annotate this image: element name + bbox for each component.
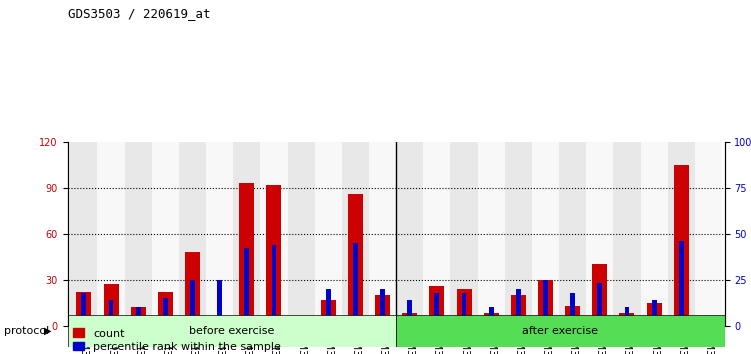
Bar bbox=[321, 299, 336, 326]
Bar bbox=[380, 289, 385, 326]
Bar bbox=[98, 142, 125, 326]
Bar bbox=[489, 307, 493, 326]
Bar bbox=[668, 142, 695, 326]
Bar bbox=[326, 289, 330, 326]
Bar bbox=[543, 280, 548, 326]
Bar bbox=[77, 292, 92, 326]
Bar bbox=[81, 292, 86, 326]
Bar bbox=[206, 142, 234, 326]
Text: ▶: ▶ bbox=[44, 326, 51, 336]
Bar bbox=[136, 307, 140, 326]
Bar bbox=[131, 307, 146, 326]
Bar bbox=[478, 142, 505, 326]
Bar bbox=[353, 243, 358, 326]
Legend: count, percentile rank within the sample: count, percentile rank within the sample bbox=[73, 329, 281, 352]
Bar bbox=[109, 300, 113, 326]
Text: after exercise: after exercise bbox=[523, 326, 599, 336]
Bar bbox=[516, 289, 520, 326]
Bar bbox=[299, 320, 303, 326]
Bar bbox=[674, 165, 689, 326]
Bar bbox=[190, 280, 195, 326]
Bar bbox=[369, 142, 397, 326]
Bar bbox=[288, 142, 315, 326]
Bar bbox=[272, 245, 276, 326]
Bar bbox=[695, 142, 722, 326]
Bar bbox=[294, 322, 309, 326]
Bar bbox=[179, 142, 206, 326]
Text: GDS3503 / 220619_at: GDS3503 / 220619_at bbox=[68, 7, 210, 20]
Bar bbox=[397, 142, 424, 326]
Text: protocol: protocol bbox=[4, 326, 49, 336]
Bar bbox=[104, 284, 119, 326]
Bar bbox=[152, 142, 179, 326]
Bar bbox=[403, 313, 418, 326]
Bar bbox=[641, 142, 668, 326]
Bar bbox=[538, 280, 553, 326]
Bar bbox=[424, 142, 451, 326]
Bar bbox=[597, 283, 602, 326]
Bar bbox=[532, 142, 559, 326]
Bar bbox=[593, 264, 608, 326]
Bar bbox=[71, 142, 98, 326]
Bar bbox=[348, 194, 363, 326]
Bar bbox=[570, 292, 575, 326]
Bar bbox=[375, 295, 390, 326]
Bar bbox=[158, 292, 173, 326]
Bar bbox=[484, 313, 499, 326]
Bar bbox=[68, 315, 397, 347]
Bar bbox=[261, 142, 288, 326]
Bar bbox=[647, 303, 662, 326]
Bar bbox=[315, 142, 342, 326]
Bar bbox=[706, 322, 711, 326]
Bar bbox=[407, 300, 412, 326]
Bar bbox=[244, 249, 249, 326]
Bar bbox=[620, 313, 635, 326]
Bar bbox=[163, 298, 167, 326]
Bar bbox=[559, 142, 587, 326]
Bar bbox=[457, 289, 472, 326]
Bar bbox=[462, 292, 466, 326]
Bar bbox=[505, 142, 532, 326]
Bar bbox=[451, 142, 478, 326]
Bar bbox=[511, 295, 526, 326]
Bar bbox=[185, 252, 200, 326]
Bar bbox=[267, 184, 282, 326]
Bar bbox=[240, 183, 255, 326]
Bar bbox=[342, 142, 369, 326]
Bar bbox=[125, 142, 152, 326]
Bar bbox=[701, 322, 716, 326]
Bar bbox=[434, 292, 439, 326]
Bar bbox=[566, 306, 580, 326]
Bar bbox=[430, 286, 445, 326]
Bar bbox=[679, 241, 683, 326]
Bar bbox=[652, 300, 656, 326]
Bar bbox=[397, 315, 725, 347]
Bar bbox=[587, 142, 614, 326]
Text: before exercise: before exercise bbox=[189, 326, 275, 336]
Bar bbox=[234, 142, 261, 326]
Bar bbox=[625, 307, 629, 326]
Bar bbox=[614, 142, 641, 326]
Bar bbox=[213, 321, 227, 326]
Bar bbox=[217, 280, 222, 326]
